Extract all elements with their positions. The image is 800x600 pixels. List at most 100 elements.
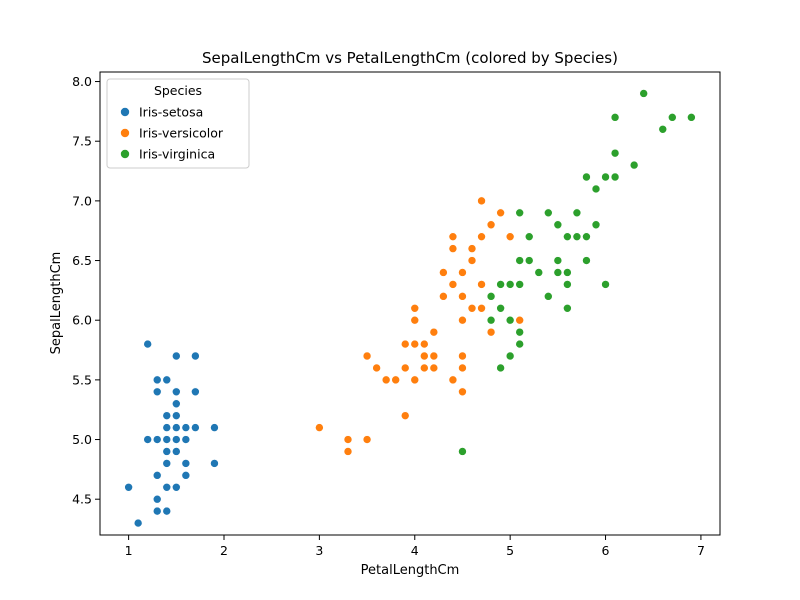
- data-point: [181, 471, 191, 480]
- data-point: [410, 315, 420, 325]
- data-point: [181, 459, 191, 468]
- points-layer: [124, 89, 696, 528]
- data-point: [162, 447, 172, 456]
- data-point: [505, 232, 515, 241]
- data-point: [152, 471, 162, 480]
- y-tick-label: 6.0: [72, 313, 92, 328]
- chart-title: SepalLengthCm vs PetalLengthCm (colored …: [202, 49, 618, 67]
- data-point: [458, 447, 467, 456]
- data-point: [152, 387, 162, 397]
- data-point: [124, 482, 133, 492]
- data-point: [582, 232, 591, 241]
- data-point: [143, 435, 152, 444]
- data-point: [458, 315, 467, 325]
- x-tick-label: 3: [315, 543, 323, 558]
- data-point: [477, 280, 486, 289]
- data-point: [553, 220, 563, 230]
- data-point: [372, 363, 381, 373]
- data-point: [505, 280, 515, 289]
- data-point: [391, 375, 400, 385]
- data-point: [515, 315, 524, 325]
- data-point: [191, 423, 200, 432]
- data-point: [420, 351, 429, 361]
- y-tick-label: 7.0: [72, 193, 92, 208]
- y-tick-label: 6.5: [72, 253, 92, 268]
- legend-marker: [120, 149, 130, 159]
- data-point: [143, 339, 152, 349]
- data-point: [152, 435, 162, 444]
- axes-frame: [99, 71, 721, 536]
- data-point: [486, 315, 496, 325]
- data-point: [687, 113, 696, 122]
- data-point: [582, 256, 591, 265]
- data-point: [420, 339, 429, 349]
- data-point: [172, 399, 181, 409]
- legend: Species Iris-setosa Iris-versicolor Iris-v…: [106, 78, 250, 169]
- data-point: [172, 423, 181, 432]
- data-point: [601, 280, 610, 289]
- data-point: [477, 303, 486, 313]
- data-point: [477, 196, 486, 206]
- x-axis-ticks: 1 2 3 4 5 6 7: [125, 535, 705, 558]
- data-point: [467, 256, 477, 265]
- data-point: [362, 435, 372, 444]
- data-point: [496, 280, 505, 289]
- data-point: [400, 363, 410, 373]
- x-tick-label: 4: [411, 543, 419, 558]
- data-point: [486, 292, 496, 301]
- data-point: [601, 172, 610, 182]
- data-point: [534, 268, 544, 277]
- data-point: [191, 351, 200, 361]
- data-point: [162, 375, 172, 385]
- data-point: [629, 160, 639, 170]
- data-point: [172, 447, 181, 456]
- data-point: [639, 89, 648, 98]
- data-point: [439, 268, 448, 277]
- data-point: [458, 351, 467, 361]
- legend-label: Iris-versicolor: [139, 126, 224, 141]
- data-point: [162, 435, 172, 444]
- data-point: [210, 423, 219, 432]
- data-point: [172, 387, 181, 397]
- data-point: [496, 208, 505, 218]
- legend-entries: Iris-setosa Iris-versicolor Iris-virginica: [120, 105, 224, 162]
- x-tick-label: 5: [506, 543, 514, 558]
- legend-box: [106, 78, 250, 169]
- data-point: [467, 303, 477, 313]
- data-point: [582, 172, 591, 182]
- data-point: [172, 411, 181, 420]
- data-point: [381, 375, 391, 385]
- data-point: [343, 447, 353, 456]
- data-point: [563, 268, 572, 277]
- data-point: [610, 113, 620, 122]
- data-point: [420, 363, 429, 373]
- data-point: [591, 184, 601, 194]
- data-point: [524, 256, 534, 265]
- data-point: [563, 303, 572, 313]
- data-point: [486, 220, 496, 230]
- y-axis-ticks: 4.5 5.0 5.5 6.0 6.5 7.0 7.5 8.0: [72, 74, 100, 507]
- data-point: [553, 268, 563, 277]
- data-point: [152, 375, 162, 385]
- data-point: [505, 351, 515, 361]
- data-point: [458, 363, 467, 373]
- data-point: [152, 506, 162, 516]
- data-point: [658, 124, 668, 134]
- data-point: [162, 411, 172, 420]
- data-point: [410, 339, 420, 349]
- data-point: [400, 339, 410, 349]
- data-point: [458, 387, 467, 397]
- data-point: [172, 435, 181, 444]
- legend-marker: [120, 128, 130, 138]
- data-point: [515, 208, 524, 218]
- y-tick-label: 7.5: [72, 134, 92, 149]
- y-tick-label: 5.0: [72, 432, 92, 447]
- legend-label: Iris-virginica: [139, 147, 215, 162]
- y-tick-label: 5.5: [72, 372, 92, 387]
- data-point: [467, 244, 477, 253]
- x-axis-label: PetalLengthCm: [361, 563, 460, 578]
- x-tick-label: 6: [602, 543, 610, 558]
- y-tick-label: 4.5: [72, 492, 92, 507]
- legend-marker: [120, 107, 130, 117]
